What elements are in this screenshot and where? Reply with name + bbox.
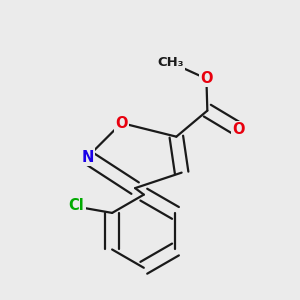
Text: CH₃: CH₃: [158, 56, 184, 69]
Text: O: O: [115, 116, 128, 130]
Text: N: N: [81, 150, 94, 165]
Text: O: O: [232, 122, 244, 137]
Text: O: O: [200, 71, 213, 86]
Text: Cl: Cl: [69, 198, 84, 213]
